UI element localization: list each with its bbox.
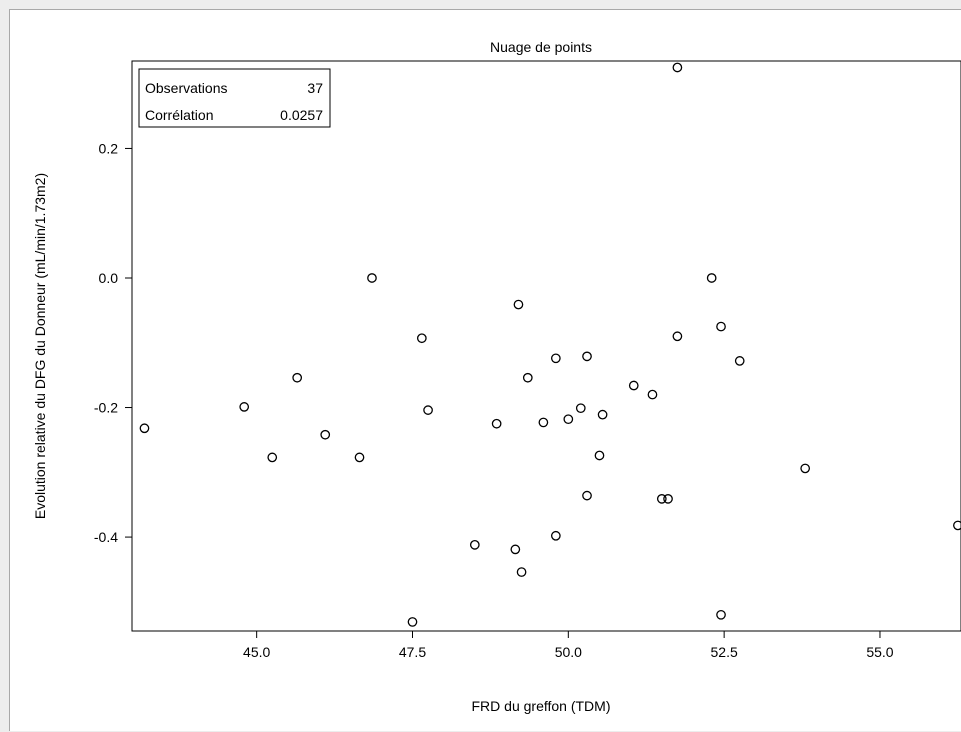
plot-area: [131, 60, 961, 632]
y-tick-label: -0.4: [94, 529, 118, 545]
data-point: [538, 417, 549, 428]
y-axis: 0.2 0.0 -0.2 -0.4: [94, 140, 132, 545]
data-point: [239, 402, 250, 412]
y-tick-label: 0.2: [99, 140, 119, 156]
data-point: [550, 353, 561, 364]
data-point: [267, 452, 278, 463]
data-point: [510, 544, 521, 555]
data-point: [416, 333, 427, 344]
data-point: [563, 414, 574, 425]
stats-box: Observations 37 Corrélation 0.0257: [138, 68, 331, 128]
data-point: [550, 530, 561, 541]
stats-observations-value: 37: [307, 80, 323, 96]
data-point: [734, 356, 745, 366]
data-point: [706, 273, 717, 283]
x-axis: 45.0 47.5 50.0 52.5 55.0: [243, 631, 894, 660]
data-point: [320, 429, 331, 440]
data-point: [516, 567, 527, 577]
data-point: [139, 423, 150, 434]
x-tick-label: 52.5: [711, 644, 738, 660]
scatter-plot: Nuage de points 0.2 0.0 -0.2 -0.4 45.0 47.5 5…: [32, 39, 961, 714]
stats-observations-label: Observations: [145, 80, 227, 96]
x-tick-label: 50.0: [555, 644, 582, 660]
data-point: [656, 494, 667, 504]
y-tick-label: -0.2: [94, 400, 118, 416]
data-point: [582, 351, 592, 362]
data-point: [582, 490, 592, 501]
stats-box-frame: [138, 68, 331, 128]
data-point: [800, 463, 811, 474]
y-tick-label: 0.0: [99, 270, 119, 286]
data-point: [469, 540, 480, 550]
data-points: [139, 62, 961, 627]
data-point: [716, 321, 726, 332]
x-tick-label: 45.0: [243, 644, 270, 660]
chart-panel: Nuage de points 0.2 0.0 -0.2 -0.4 45.0 47.5 5…: [9, 9, 961, 731]
data-point: [367, 273, 377, 283]
stats-correlation-label: Corrélation: [145, 107, 213, 123]
data-point: [407, 617, 418, 627]
stats-correlation-value: 0.0257: [280, 107, 323, 123]
data-point: [292, 372, 303, 383]
x-tick-label: 47.5: [399, 644, 426, 660]
x-tick-label: 55.0: [866, 644, 893, 660]
data-point: [647, 389, 658, 400]
data-point: [597, 409, 608, 420]
data-point: [594, 450, 605, 461]
chart-title: Nuage de points: [490, 39, 592, 55]
data-point: [672, 331, 683, 342]
data-point: [491, 418, 502, 429]
data-point: [628, 380, 639, 391]
data-point: [953, 520, 961, 531]
data-point: [354, 452, 365, 463]
data-point: [716, 609, 726, 620]
y-axis-label: Evolution relative du DFG du Donneur (mL…: [32, 173, 48, 519]
data-point: [575, 403, 586, 414]
data-point: [423, 405, 433, 415]
x-axis-label: FRD du greffon (TDM): [472, 698, 611, 714]
data-point: [513, 299, 524, 310]
data-point: [522, 372, 533, 383]
data-point: [672, 62, 683, 73]
data-point: [663, 494, 673, 504]
